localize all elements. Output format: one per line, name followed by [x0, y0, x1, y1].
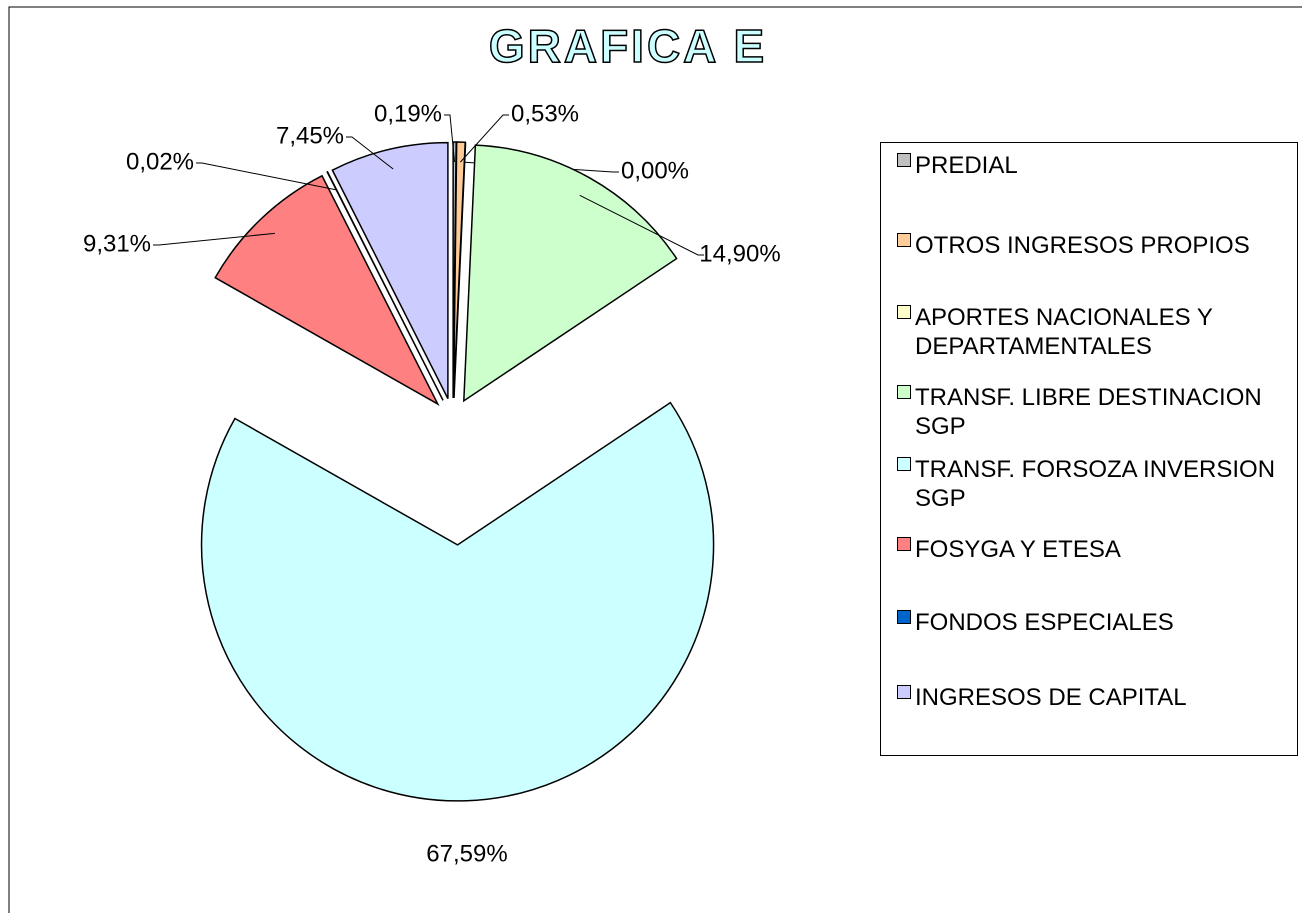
legend-item: APORTES NACIONALES Y DEPARTAMENTALES: [891, 303, 1291, 361]
legend-swatch: [897, 537, 911, 551]
leader-line: [153, 232, 275, 246]
chart-title: GRAFICA E: [489, 20, 767, 72]
legend-label: OTROS INGRESOS PROPIOS: [915, 232, 1250, 259]
data-label: 7,45%: [276, 122, 344, 149]
leader-line: [196, 162, 337, 191]
legend-swatch: [897, 153, 911, 167]
legend-label: TRANSF. LIBRE DESTINACION SGP: [915, 384, 1262, 440]
pie-slice: [214, 174, 440, 406]
legend-label: FOSYGA Y ETESA: [915, 536, 1121, 563]
leader-line: [579, 194, 704, 256]
legend-item: PREDIAL: [891, 151, 1291, 180]
legend-swatch: [897, 385, 911, 399]
data-label: 0,53%: [511, 100, 579, 127]
legend: PREDIAL OTROS INGRESOS PROPIOS APORTES NAC…: [880, 142, 1298, 756]
legend-item: TRANSF. LIBRE DESTINACION SGP: [891, 383, 1291, 441]
legend-item: OTROS INGRESOS PROPIOS: [891, 231, 1291, 260]
data-label: 0,02%: [126, 148, 194, 175]
pie-slice: [326, 170, 444, 401]
data-label: 9,31%: [83, 230, 151, 257]
data-label: 67,59%: [426, 840, 507, 867]
legend-item: INGRESOS DE CAPITAL: [891, 683, 1291, 712]
legend-label: INGRESOS DE CAPITAL: [915, 684, 1187, 711]
legend-swatch: [897, 685, 911, 699]
pie-slice: [331, 141, 449, 399]
data-label: 14,90%: [699, 240, 780, 267]
legend-item: FONDOS ESPECIALES: [891, 608, 1291, 637]
legend-label: FONDOS ESPECIALES: [915, 609, 1174, 636]
leader-line: [444, 114, 456, 163]
legend-swatch: [897, 305, 911, 319]
legend-item: FOSYGA Y ETESA: [891, 535, 1291, 564]
legend-swatch: [897, 610, 911, 624]
pie-slice: [462, 144, 678, 403]
legend-item: TRANSF. FORSOZA INVERSION SGP: [891, 455, 1291, 513]
leader-line: [346, 136, 394, 170]
frame: [8, 6, 1302, 913]
data-label: 0,19%: [374, 100, 442, 127]
legend-label: APORTES NACIONALES Y DEPARTAMENTALES: [915, 304, 1213, 360]
pie-slice: [200, 401, 715, 802]
legend-swatch: [897, 233, 911, 247]
legend-label: TRANSF. FORSOZA INVERSION SGP: [915, 456, 1276, 512]
data-label: 0,00%: [621, 157, 689, 184]
legend-swatch: [897, 457, 911, 471]
legend-label: PREDIAL: [915, 152, 1018, 179]
